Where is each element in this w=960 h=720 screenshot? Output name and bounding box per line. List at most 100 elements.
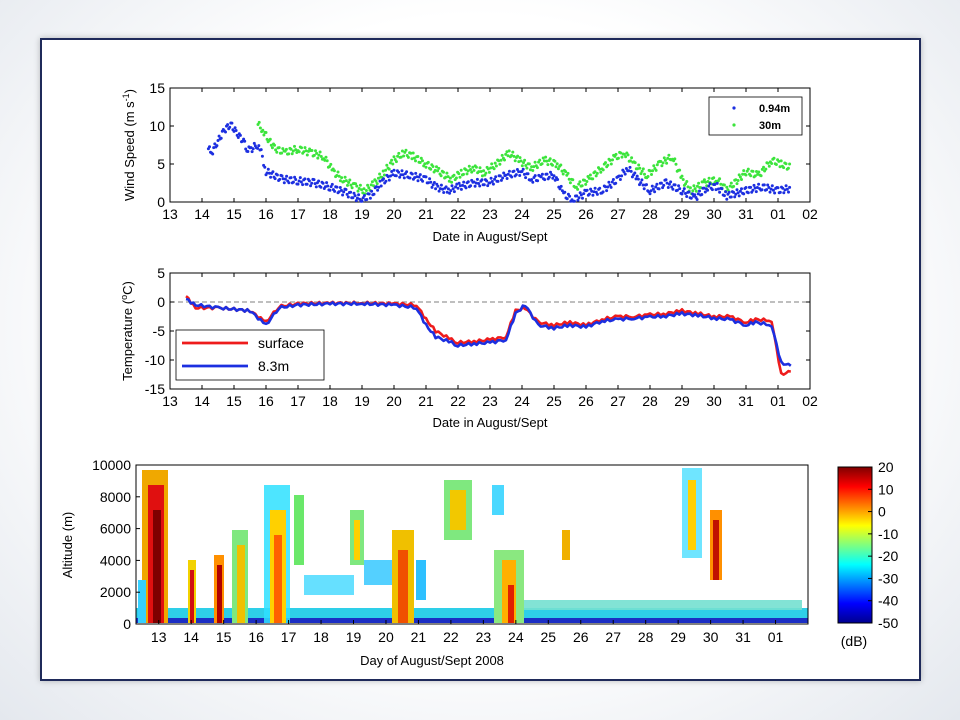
p3-ytick-label: 8000 xyxy=(100,489,131,505)
wind-point-30m xyxy=(307,149,310,153)
wind-point-30m xyxy=(784,162,788,166)
wind-point-30m xyxy=(500,153,504,157)
p3-xtick-label: 18 xyxy=(313,629,329,645)
wind-point-094m xyxy=(401,173,405,177)
wind-point-30m xyxy=(273,143,276,147)
wind-point-094m xyxy=(550,173,554,177)
wind-point-094m xyxy=(526,172,530,176)
wind-point-094m xyxy=(670,185,674,189)
wind-point-094m xyxy=(493,177,497,181)
wind-point-094m xyxy=(718,190,722,194)
wind-point-094m xyxy=(614,181,618,185)
wind-point-30m xyxy=(541,156,545,160)
wind-point-30m xyxy=(416,155,420,158)
colorbar-tick-label: -50 xyxy=(878,615,898,631)
wind-point-30m xyxy=(414,159,417,163)
wind-point-094m xyxy=(444,185,448,189)
wind-point-094m xyxy=(536,179,540,183)
p3-xtick-label: 29 xyxy=(670,629,686,645)
wind-point-30m xyxy=(707,176,711,180)
wind-legend-marker-30m xyxy=(732,123,736,127)
wind-point-094m xyxy=(446,187,450,191)
wind-point-30m xyxy=(450,180,454,184)
p1-xtick-label: 27 xyxy=(610,206,626,222)
wind-point-094m xyxy=(696,192,700,196)
wind-point-30m xyxy=(738,175,742,179)
wind-point-094m xyxy=(475,177,479,181)
wind-point-30m xyxy=(357,187,361,190)
wind-point-094m xyxy=(266,167,270,171)
p1-xtick-label: 25 xyxy=(546,206,562,222)
wind-point-30m xyxy=(567,177,571,181)
wind-point-30m xyxy=(755,170,758,173)
wind-point-094m xyxy=(250,150,254,154)
wind-point-094m xyxy=(224,130,227,134)
wind-point-30m xyxy=(366,183,370,187)
wind-point-30m xyxy=(662,156,666,160)
wind-point-30m xyxy=(340,176,344,180)
p3-xtick-label: 16 xyxy=(248,629,264,645)
wind-point-30m xyxy=(431,165,435,168)
wind-point-30m xyxy=(535,166,539,170)
altitude-heatmap-panel: 13 14 15 16 17 18 19 20 21 22 23 24 25 26 27 28 29 30 31 01… xyxy=(60,457,898,668)
p1-xtick-label: 14 xyxy=(194,206,210,222)
wind-point-30m xyxy=(257,120,261,124)
wind-series-30m xyxy=(256,120,792,196)
wind-point-094m xyxy=(282,181,286,185)
wind-point-30m xyxy=(697,181,701,185)
wind-point-30m xyxy=(695,184,699,188)
wind-point-30m xyxy=(637,163,641,167)
wind-point-30m xyxy=(474,165,478,169)
temperature-ylabel-main: Temperature ( xyxy=(120,299,135,381)
p2-ytick-label: -15 xyxy=(145,381,165,397)
wind-point-30m xyxy=(312,153,316,157)
wind-xlabel: Date in August/Sept xyxy=(433,229,548,244)
wind-point-30m xyxy=(665,161,669,165)
wind-point-094m xyxy=(657,187,661,191)
wind-point-30m xyxy=(513,159,517,163)
wind-point-094m xyxy=(257,144,261,148)
wind-point-094m xyxy=(502,171,506,175)
wind-legend-marker-094m xyxy=(732,106,736,110)
wind-point-094m xyxy=(732,190,736,194)
heatmap-column-14-core xyxy=(190,570,194,623)
wind-point-30m xyxy=(732,184,736,188)
wind-point-094m xyxy=(361,196,365,200)
wind-point-30m xyxy=(370,180,374,184)
wind-point-30m xyxy=(343,175,347,179)
wind-point-094m xyxy=(342,190,346,194)
wind-point-094m xyxy=(710,188,714,192)
wind-point-30m xyxy=(622,152,626,156)
wind-point-30m xyxy=(409,151,413,155)
wind-point-30m xyxy=(512,154,516,158)
wind-point-30m xyxy=(457,172,461,176)
wind-point-094m xyxy=(259,148,263,152)
wind-point-094m xyxy=(549,170,552,174)
wind-point-30m xyxy=(553,159,557,163)
wind-point-094m xyxy=(706,188,710,192)
wind-point-30m xyxy=(297,150,301,154)
wind-point-094m xyxy=(459,187,463,191)
wind-point-094m xyxy=(675,188,679,192)
wind-point-094m xyxy=(390,170,394,173)
wind-point-094m xyxy=(725,197,729,201)
wind-point-30m xyxy=(518,156,522,160)
wind-point-30m xyxy=(528,168,532,172)
wind-point-30m xyxy=(511,150,515,154)
wind-point-30m xyxy=(472,168,476,172)
wind-point-094m xyxy=(505,177,509,180)
wind-point-094m xyxy=(507,169,511,173)
wind-point-094m xyxy=(610,180,614,184)
wind-point-094m xyxy=(578,191,582,195)
wind-point-30m xyxy=(616,156,620,160)
wind-point-30m xyxy=(522,161,525,165)
wind-point-30m xyxy=(788,162,792,166)
wind-point-30m xyxy=(304,149,308,153)
wind-point-094m xyxy=(309,184,313,188)
wind-point-30m xyxy=(786,166,790,170)
p3-xtick-label: 20 xyxy=(378,629,394,645)
wind-point-30m xyxy=(782,166,786,170)
wind-point-30m xyxy=(324,155,328,159)
wind-point-094m xyxy=(522,172,526,176)
p3-xtick-label: 23 xyxy=(476,629,492,645)
